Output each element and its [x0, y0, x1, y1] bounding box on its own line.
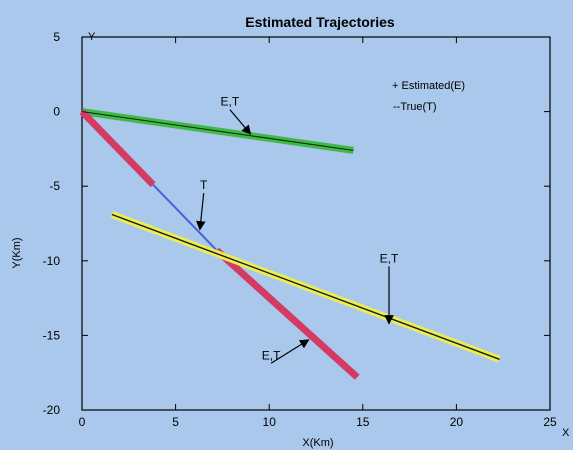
- y-tick-label: -5: [49, 179, 60, 193]
- y-tick-label: 0: [53, 105, 60, 119]
- legend: + Estimated(E) --True(T): [392, 80, 465, 113]
- series-line-true-blue: [152, 184, 218, 252]
- y-tick-label: -15: [43, 328, 61, 342]
- y-axis-corner-label: Y: [88, 31, 96, 43]
- legend-true: --True(T): [393, 101, 437, 113]
- x-tick-label: 15: [356, 415, 370, 429]
- series-layer: [79, 108, 501, 380]
- annotation-arrow: [270, 339, 310, 364]
- annotation-label: E,T: [262, 348, 281, 362]
- annotation-label: E,T: [221, 95, 240, 109]
- y-tick-label: -20: [43, 403, 61, 417]
- x-tick-label: 0: [79, 415, 86, 429]
- series-line-green-true: [81, 111, 354, 151]
- x-axis-corner-label: X: [562, 427, 570, 439]
- x-axis-label: X(Km): [302, 437, 333, 449]
- x-tick-label: 10: [263, 415, 277, 429]
- y-tick-label: 5: [53, 30, 60, 44]
- x-tick-label: 25: [543, 415, 557, 429]
- axis-ticks: 0 5 10 15 20 25 5 0 -5 -10 -15 -20: [43, 30, 557, 429]
- x-tick-label: 20: [450, 415, 464, 429]
- legend-estimated: + Estimated(E): [392, 80, 465, 92]
- plot-frame: [81, 36, 551, 411]
- annotation-layer: E,T T E,T E,T: [196, 95, 399, 364]
- annotation-arrow: [196, 193, 206, 231]
- x-tick-label: 5: [172, 415, 179, 429]
- series-line-red-est-a: [79, 109, 156, 188]
- annotation-label: E,T: [380, 251, 399, 265]
- plot-area: [81, 36, 551, 411]
- chart-title: Estimated Trajectories: [245, 14, 395, 30]
- annotation-arrow: [229, 109, 252, 135]
- y-axis-label: Y(Km): [11, 237, 23, 268]
- annotation-label: T: [200, 178, 208, 192]
- y-tick-label: -10: [43, 254, 61, 268]
- series-line-yellow-true: [111, 213, 500, 360]
- series-line-red-est-b: [214, 247, 360, 380]
